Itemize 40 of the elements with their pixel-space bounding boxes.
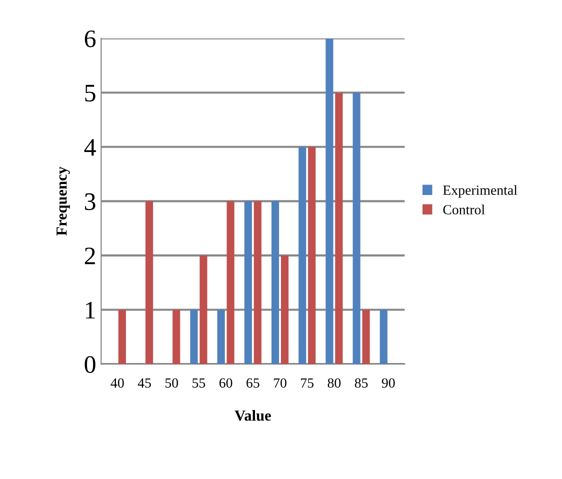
bar — [352, 92, 360, 364]
y-tick-label: 4 — [84, 139, 96, 156]
y-tick-label: 1 — [86, 302, 95, 318]
x-axis-title: Value — [234, 410, 271, 421]
y-tick-label: 0 — [84, 356, 96, 373]
y-tick-label: 3 — [84, 193, 96, 210]
x-tick-label: 40 — [110, 378, 124, 388]
bar — [190, 310, 198, 364]
x-tick-label: 55 — [192, 378, 206, 388]
x-tick-label: 70 — [274, 378, 286, 388]
bar — [298, 146, 306, 364]
y-tick-label: 6 — [84, 30, 96, 48]
bar — [217, 310, 225, 364]
bar — [226, 201, 234, 364]
x-tick-label: 65 — [246, 378, 260, 388]
x-tick-label: 60 — [219, 378, 232, 388]
x-tick-label: 90 — [382, 378, 395, 388]
bar — [308, 146, 316, 364]
bar — [271, 201, 280, 364]
y-tick-label: 2 — [84, 248, 95, 264]
bar — [254, 201, 262, 364]
y-axis-title: Frequency — [56, 166, 70, 236]
x-tick-label: 45 — [138, 378, 151, 388]
x-tick-label: 75 — [301, 378, 314, 388]
legend-label: Experimental — [443, 185, 518, 198]
bar — [200, 255, 208, 364]
bar — [326, 38, 334, 364]
bar — [335, 92, 343, 364]
bar — [118, 310, 126, 364]
legend-label: Control — [443, 204, 485, 214]
bar — [145, 201, 154, 364]
bar — [380, 310, 388, 364]
bar — [172, 310, 180, 364]
x-tick-label: 80 — [328, 378, 341, 388]
y-tick-label: 5 — [85, 84, 96, 102]
x-tick-label: 50 — [165, 378, 178, 388]
bar — [362, 310, 370, 364]
bar — [280, 255, 289, 364]
x-tick-label: 85 — [354, 378, 368, 388]
bar — [244, 201, 252, 364]
